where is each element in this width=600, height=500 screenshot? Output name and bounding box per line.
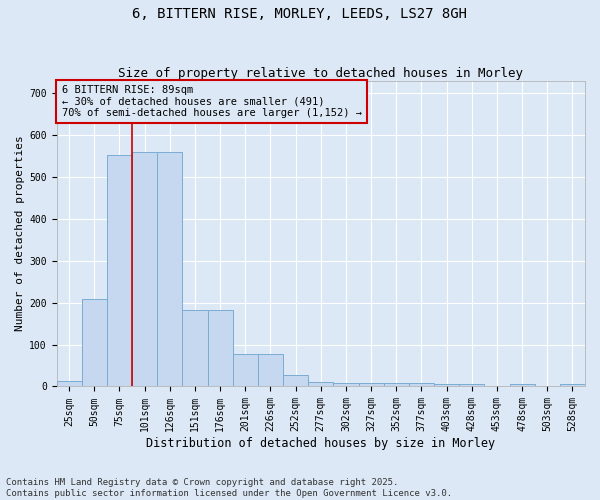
Text: Contains HM Land Registry data © Crown copyright and database right 2025.
Contai: Contains HM Land Registry data © Crown c… (6, 478, 452, 498)
Text: 6 BITTERN RISE: 89sqm
← 30% of detached houses are smaller (491)
70% of semi-det: 6 BITTERN RISE: 89sqm ← 30% of detached … (62, 85, 362, 118)
Bar (283, 374, 308, 386)
Bar (459, 384, 484, 386)
Bar (132, 152, 157, 386)
Bar (182, 310, 208, 386)
Bar (157, 152, 182, 386)
Bar (434, 384, 459, 386)
Bar (560, 384, 585, 386)
Text: 6, BITTERN RISE, MORLEY, LEEDS, LS27 8GH: 6, BITTERN RISE, MORLEY, LEEDS, LS27 8GH (133, 8, 467, 22)
Bar (258, 354, 283, 386)
X-axis label: Distribution of detached houses by size in Morley: Distribution of detached houses by size … (146, 437, 496, 450)
Bar (383, 383, 409, 386)
Bar (334, 383, 359, 386)
Y-axis label: Number of detached properties: Number of detached properties (15, 136, 25, 332)
Bar (82, 298, 107, 386)
Bar (56, 382, 82, 386)
Bar (233, 354, 258, 386)
Bar (107, 155, 132, 386)
Bar (509, 384, 535, 386)
Bar (308, 382, 334, 386)
Bar (359, 383, 383, 386)
Bar (208, 310, 233, 386)
Bar (409, 383, 434, 386)
Title: Size of property relative to detached houses in Morley: Size of property relative to detached ho… (118, 66, 523, 80)
